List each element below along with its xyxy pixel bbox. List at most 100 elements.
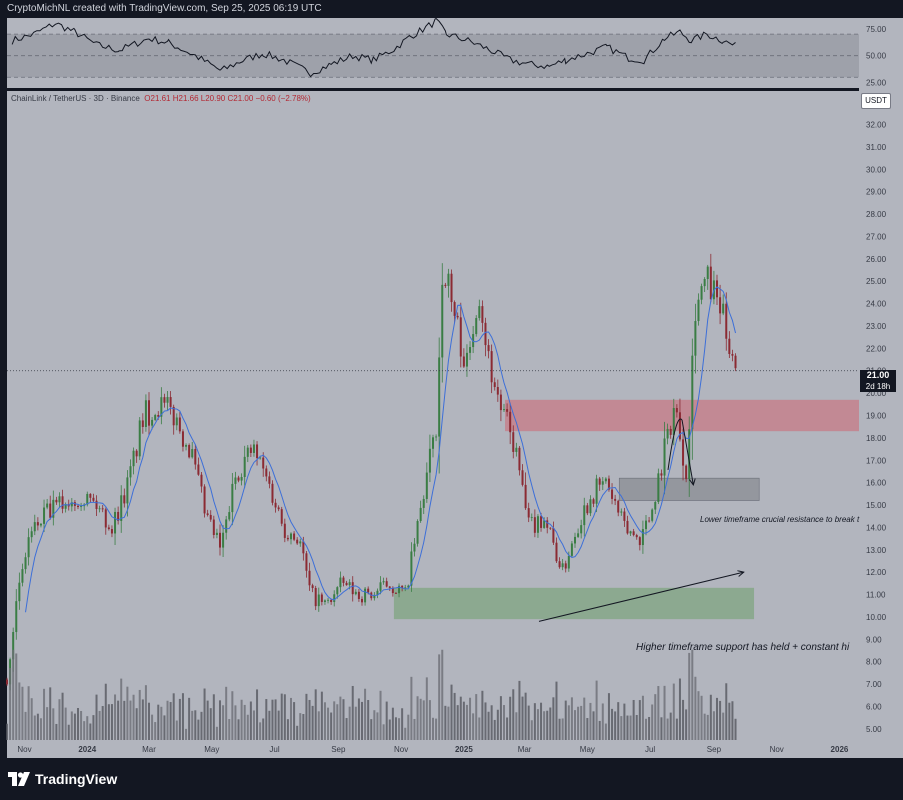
candle-body xyxy=(734,355,737,369)
candle-body xyxy=(120,495,123,521)
tradingview-logo[interactable]: TradingView xyxy=(8,771,117,787)
legend-symbol[interactable]: ChainLink / TetherUS · 3D · Binance xyxy=(11,94,140,103)
price-tick-label: 15.00 xyxy=(866,501,887,510)
candle-body xyxy=(499,394,502,411)
candle-body xyxy=(197,464,200,475)
volume-bar xyxy=(330,712,333,740)
time-tick-label: Nov xyxy=(770,745,784,754)
annotation-higher-timeframe[interactable]: Higher timeframe support has held + cons… xyxy=(636,642,850,653)
candle-body xyxy=(506,409,509,412)
volume-bar xyxy=(123,700,126,740)
volume-bar xyxy=(101,706,104,740)
candle-body xyxy=(274,502,277,508)
candle-body xyxy=(376,590,379,595)
volume-bar xyxy=(459,696,462,740)
volume-bar xyxy=(188,697,191,740)
volume-bar xyxy=(185,728,188,740)
candle-body xyxy=(259,457,262,459)
candle-body xyxy=(265,468,268,477)
candle-body xyxy=(154,415,157,420)
candle-body xyxy=(604,478,607,482)
price-tick-label: 18.00 xyxy=(866,434,887,443)
volume-bar xyxy=(262,718,265,740)
volume-bar xyxy=(280,693,283,740)
volume-bar xyxy=(274,699,277,740)
candle-body xyxy=(342,577,345,583)
candle-body xyxy=(697,299,700,322)
zone-support xyxy=(393,587,755,620)
volume-bar xyxy=(438,654,441,740)
candle-body xyxy=(447,273,450,286)
volume-bar xyxy=(104,683,107,740)
volume-bar xyxy=(712,711,715,740)
annotation-curve xyxy=(667,418,683,471)
volume-bar xyxy=(157,704,160,740)
volume-bar xyxy=(132,694,135,740)
volume-bar xyxy=(385,701,388,740)
volume-bar xyxy=(283,694,286,740)
volume-bar xyxy=(181,693,184,740)
price-tick-label: 24.00 xyxy=(866,300,887,309)
last-price-value: 21.00 xyxy=(866,370,890,380)
price-tick-label: 28.00 xyxy=(866,210,887,219)
volume-bar xyxy=(293,702,296,740)
volume-bar xyxy=(206,700,209,740)
volume-bar xyxy=(734,718,737,740)
volume-bar xyxy=(154,722,157,740)
time-axis[interactable] xyxy=(7,740,859,758)
candle-body xyxy=(36,522,39,526)
volume-bar xyxy=(641,695,644,740)
volume-bar xyxy=(518,680,521,740)
candle-body xyxy=(577,533,580,537)
currency-button[interactable]: USDT xyxy=(861,93,891,109)
candle-body xyxy=(231,483,234,513)
legend-high: H21.66 xyxy=(172,94,199,103)
candle-body xyxy=(181,431,184,447)
volume-bar xyxy=(339,696,342,740)
volume-bar xyxy=(197,719,200,740)
candle-body xyxy=(435,436,438,438)
volume-bar xyxy=(95,694,98,740)
volume-bar xyxy=(515,712,518,740)
candle-body xyxy=(135,450,138,457)
candle-body xyxy=(209,514,212,520)
candle-body xyxy=(651,509,654,521)
candle-body xyxy=(379,582,382,591)
volume-bar xyxy=(601,703,604,740)
candle-body xyxy=(101,508,104,510)
annotation-lower-timeframe[interactable]: Lower timeframe crucial resistance to br… xyxy=(700,515,860,524)
volume-bar xyxy=(333,701,336,740)
candle-body xyxy=(76,505,80,508)
volume-bar xyxy=(407,714,410,740)
annotation-arrow xyxy=(681,419,693,485)
candle-body xyxy=(166,397,169,403)
candle-body xyxy=(722,303,725,314)
volume-bar xyxy=(447,706,450,740)
candle-body xyxy=(169,397,172,407)
volume-bar xyxy=(469,697,472,740)
volume-bar xyxy=(546,710,549,740)
price-tick-label: 20.00 xyxy=(866,389,887,398)
candle-body xyxy=(24,557,27,570)
panel-divider[interactable] xyxy=(0,88,903,91)
volume-bar xyxy=(398,718,401,740)
volume-bar xyxy=(589,702,592,740)
volume-bar xyxy=(666,718,669,740)
candle-body xyxy=(666,428,669,439)
volume-bar xyxy=(64,707,67,740)
volume-bar xyxy=(138,689,141,740)
price-tick-label: 14.00 xyxy=(866,523,887,532)
legend-change: −0.60 (−2.78%) xyxy=(255,94,311,103)
volume-bar xyxy=(651,704,654,740)
volume-bar xyxy=(475,694,478,740)
volume-bar xyxy=(169,702,172,740)
volume-bar xyxy=(404,727,407,740)
volume-bar xyxy=(573,710,577,740)
candle-body xyxy=(191,449,194,458)
candle-body xyxy=(592,499,595,504)
volume-bar xyxy=(669,712,672,740)
candle-body xyxy=(533,517,536,533)
candle-body xyxy=(268,476,271,484)
volume-bar xyxy=(567,705,570,740)
